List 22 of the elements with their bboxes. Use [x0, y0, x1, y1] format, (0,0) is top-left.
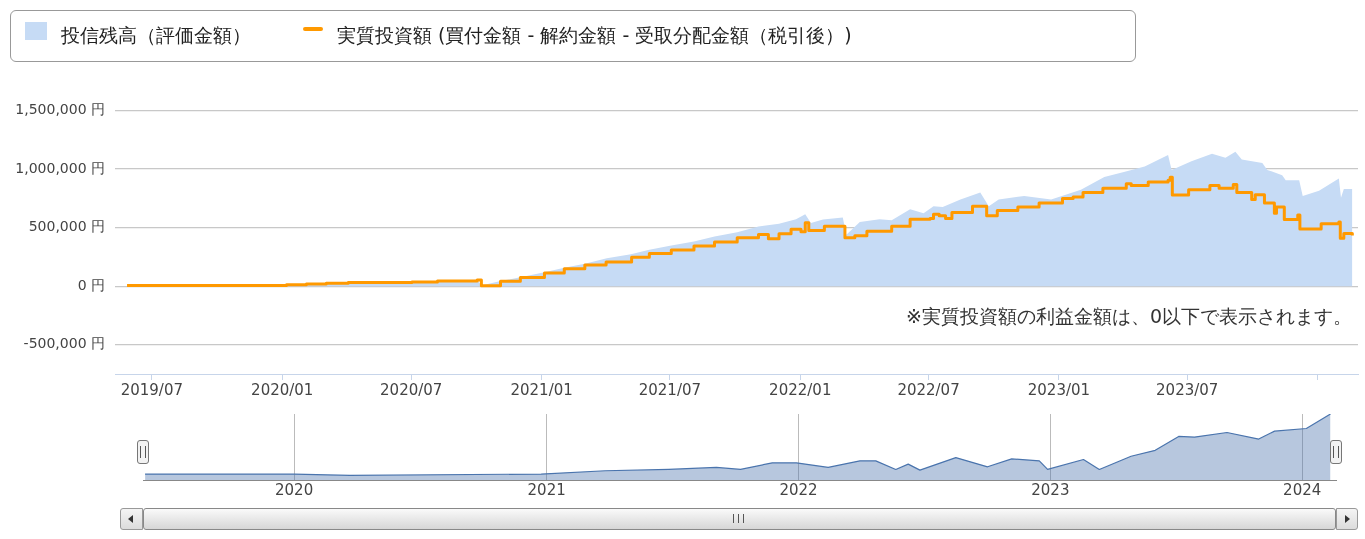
y-tick-label: -500,000 円	[23, 335, 105, 352]
x-tick-label: 2023/01	[1027, 380, 1091, 399]
x-tick-label: 2023	[1031, 480, 1070, 499]
annotation: ※実質投資額の利益金額は、0以下で表示されます。	[905, 304, 1352, 327]
y-tick-label: 500,000 円	[28, 218, 105, 235]
x-tick-label: 2022	[779, 480, 818, 499]
x-tick-label: 2020/07	[380, 380, 443, 399]
x-tick-label: 2021	[527, 480, 566, 499]
x-tick-label: 2021/01	[510, 380, 573, 399]
x-tick-label: 2021/07	[638, 380, 702, 399]
y-tick-label: 0 円	[77, 276, 105, 293]
x-tick-label: 2020/01	[251, 380, 314, 399]
x-tick-label: 2020	[275, 480, 314, 499]
x-tick-label: 2022/01	[769, 380, 832, 399]
x-tick-label: 2022/07	[897, 380, 960, 399]
y-tick-label: 1,500,000 円	[15, 101, 105, 118]
x-tick-label: 2023/07	[1156, 380, 1219, 399]
x-tick-label: 2019/07	[120, 380, 184, 399]
legend-label: 投信残高（評価金額）	[61, 23, 251, 48]
y-tick-label: 1,000,000 円	[15, 159, 105, 176]
legend-label: 実質投資額 (買付金額 - 解約金額 - 受取分配金額（税引後）)	[337, 23, 852, 48]
x-tick-label: 2024	[1283, 480, 1322, 499]
